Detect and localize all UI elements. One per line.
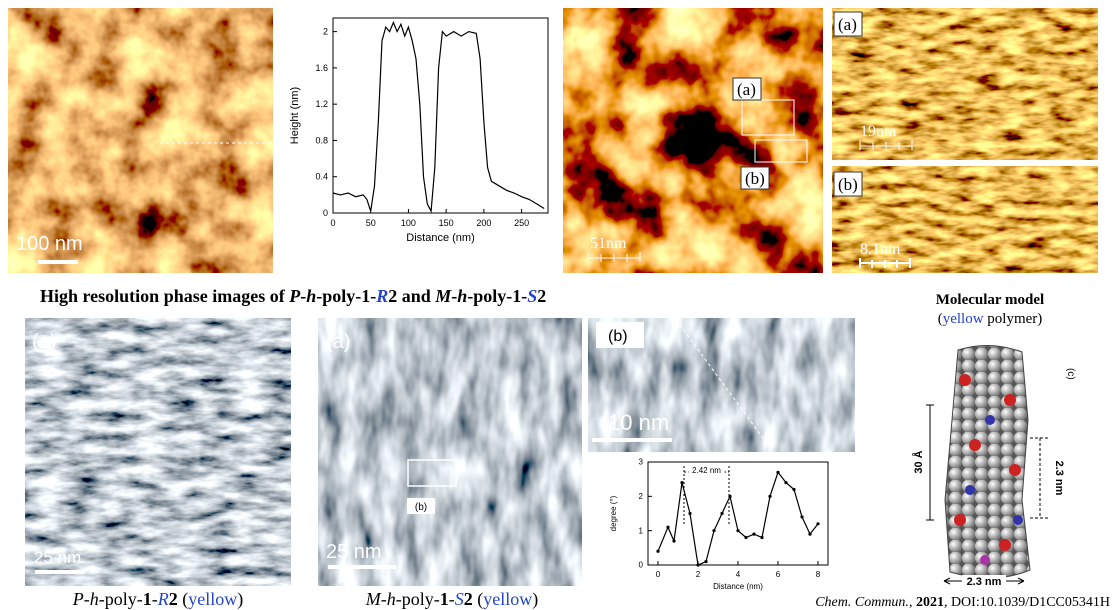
panel-label: (b) bbox=[608, 328, 628, 345]
image-caption: P-h-poly-1-R2 (yellow) bbox=[72, 589, 244, 610]
data-point bbox=[666, 526, 669, 529]
data-point bbox=[792, 488, 795, 491]
dimension bbox=[926, 405, 934, 520]
y-tick-label: 0.4 bbox=[315, 172, 328, 182]
scale-label: 25 nm bbox=[326, 541, 382, 563]
x-tick-label: 8 bbox=[816, 570, 821, 579]
data-point bbox=[808, 533, 811, 536]
scale-label: 10 nm bbox=[608, 410, 669, 435]
data-point bbox=[680, 481, 683, 484]
molecule bbox=[945, 345, 1030, 578]
data-point bbox=[720, 512, 723, 515]
scale-label: 25 nm bbox=[34, 548, 81, 567]
data-point bbox=[656, 550, 659, 553]
y-tick-label: 0 bbox=[639, 561, 644, 570]
dimension bbox=[1030, 438, 1050, 518]
x-tick-label: 4 bbox=[736, 570, 741, 579]
data-point bbox=[752, 533, 755, 536]
y-axis-label: Height (nm) bbox=[289, 87, 301, 144]
y-tick-label: 2 bbox=[323, 27, 328, 37]
data-point bbox=[688, 512, 691, 515]
data-point bbox=[768, 495, 771, 498]
x-axis-label: Distance (nm) bbox=[406, 232, 474, 244]
dimension-label: 30 Å bbox=[912, 450, 925, 473]
data-point bbox=[672, 539, 675, 542]
x-axis-label: Distance (nm) bbox=[713, 582, 763, 591]
x-tick-label: 150 bbox=[439, 218, 454, 228]
panel-label: (a) bbox=[838, 15, 857, 34]
data-point bbox=[816, 522, 819, 525]
x-tick-label: 50 bbox=[366, 218, 376, 228]
scale-bar bbox=[328, 565, 396, 569]
image-caption: M-h-poly-1-S2 (yellow) bbox=[365, 589, 539, 610]
dimension-label: 2.3 nm bbox=[967, 576, 1002, 588]
model-subtitle: (yellow polymer) bbox=[938, 311, 1043, 327]
y-tick-label: 2 bbox=[639, 492, 644, 501]
panel-label: (a) bbox=[737, 80, 756, 99]
x-tick-label: 100 bbox=[401, 218, 416, 228]
scale-bar bbox=[38, 260, 78, 264]
data-point bbox=[776, 471, 779, 474]
x-tick-label: 6 bbox=[776, 570, 781, 579]
x-tick-label: 2 bbox=[696, 570, 701, 579]
panel-label: (a) bbox=[326, 331, 350, 353]
x-tick-label: 200 bbox=[476, 218, 491, 228]
y-tick-label: 0 bbox=[323, 208, 328, 218]
scale-label: 19nm bbox=[860, 123, 897, 140]
data-point bbox=[712, 529, 715, 532]
figure: 100 nm (a) (b) 51nm (a) 19nm (b) 8.1nm H… bbox=[0, 0, 1116, 610]
data-point bbox=[744, 536, 747, 539]
panel-label: (b) bbox=[415, 502, 427, 513]
x-tick-label: 0 bbox=[330, 218, 335, 228]
y-tick-label: 1 bbox=[639, 526, 644, 535]
y-tick-label: 1.2 bbox=[315, 99, 328, 109]
y-tick-label: 3 bbox=[639, 458, 644, 467]
scale-bar bbox=[592, 438, 672, 442]
section-caption: High resolution phase images of P-h-poly… bbox=[40, 286, 546, 306]
model-title: Molecular model bbox=[936, 292, 1044, 308]
panel-label: (b) bbox=[745, 169, 765, 188]
scale-label: 100 nm bbox=[16, 233, 83, 255]
x-tick-label: 0 bbox=[656, 570, 661, 579]
scale-label: 51nm bbox=[590, 235, 627, 252]
data-point bbox=[696, 563, 699, 566]
panel-label: (c) bbox=[1065, 368, 1076, 380]
dimension-label: 2.3 nm bbox=[1053, 461, 1065, 496]
data-point bbox=[704, 560, 707, 563]
phase-image bbox=[25, 318, 291, 586]
data-point bbox=[800, 515, 803, 518]
x-tick-label: 250 bbox=[514, 218, 529, 228]
data-point bbox=[760, 536, 763, 539]
data-point bbox=[784, 481, 787, 484]
y-tick-label: 1.6 bbox=[315, 63, 328, 73]
citation: Chem. Commun., 2021, DOI:10.1039/D1CC053… bbox=[815, 595, 1110, 610]
annotation: 2.42 nm bbox=[692, 466, 721, 475]
panel-label: (a) bbox=[32, 331, 56, 353]
y-tick-label: 0.8 bbox=[315, 135, 328, 145]
panel-label: (b) bbox=[838, 175, 858, 194]
data-point bbox=[736, 529, 739, 532]
y-axis-label: degree (°) bbox=[609, 495, 618, 531]
scale-bar bbox=[35, 570, 85, 574]
scale-label: 8.1nm bbox=[860, 241, 901, 258]
